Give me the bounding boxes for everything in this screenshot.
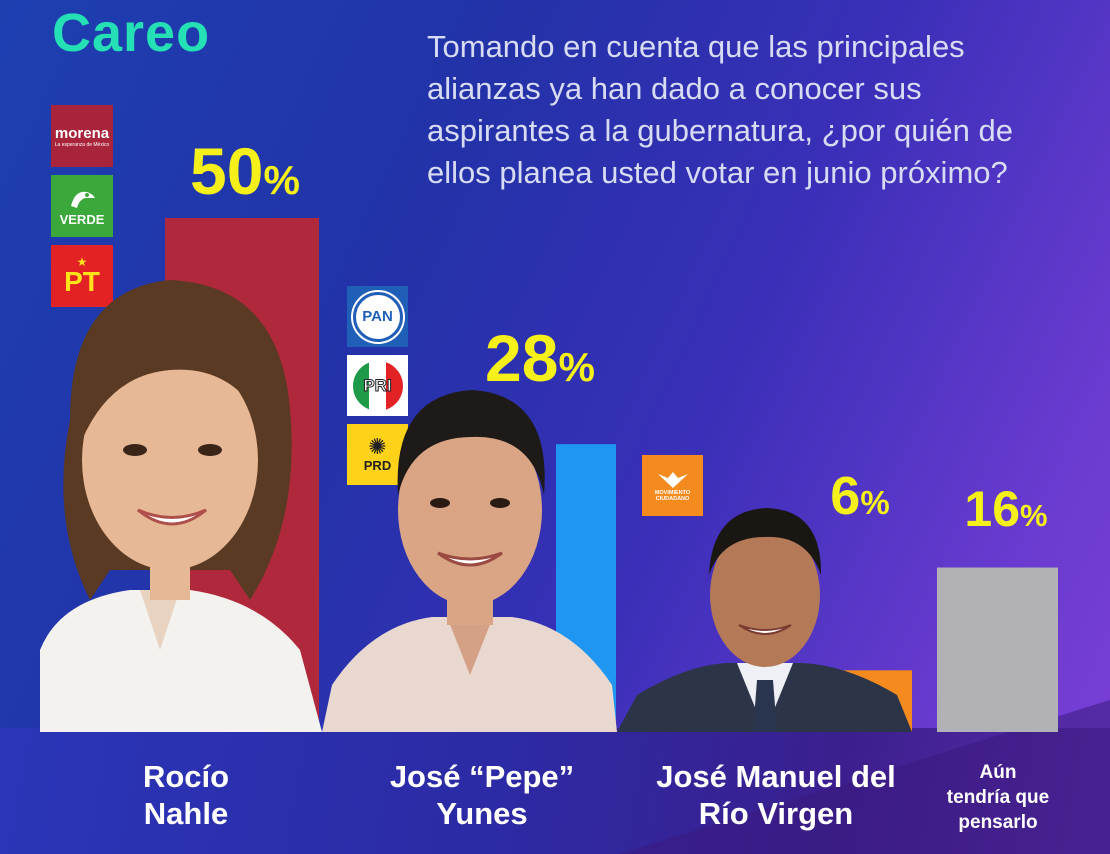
survey-question: Tomando en cuenta que las principales al… <box>427 29 1013 190</box>
value-label-rocio-nahle: 50% <box>190 134 300 208</box>
prd-logo-text: PRD <box>363 458 392 473</box>
pt-logo-text: PT <box>64 266 100 297</box>
candidate-name-line: Yunes <box>436 796 528 831</box>
candidate-name-line: José Manuel del <box>656 759 896 794</box>
morena-logo-text: morena <box>54 124 110 142</box>
star-icon: ★ <box>76 255 88 269</box>
eagle-icon <box>657 471 688 488</box>
toucan-icon <box>71 191 95 208</box>
pt-logo: ★ PT <box>51 245 113 307</box>
photo-rocio-nahle <box>40 280 322 732</box>
undecided-label: Aún tendría que pensarlo <box>930 760 1066 835</box>
candidate-name-line: Nahle <box>143 796 229 831</box>
mc-logo-text: MOVIMIENTO CIUDADANO <box>654 489 691 502</box>
value-label-undecided: 16% <box>964 481 1047 537</box>
verde-logo: VERDE <box>51 175 113 237</box>
value-label-pepe-yunes: 28% <box>485 321 595 395</box>
candidate-name-yunes: José “Pepe” Yunes <box>352 758 612 832</box>
value-label-del-rio-virgen: 6% <box>830 466 889 526</box>
prd-logo: ✺ PRD <box>347 424 408 485</box>
candidate-name-nahle: Rocío Nahle <box>60 758 312 832</box>
bar-undecided <box>937 567 1058 732</box>
pan-logo-text: PAN <box>362 308 393 325</box>
photo-jose-manuel-del-rio-virgen <box>617 508 912 732</box>
undecided-label-line: pensarlo <box>958 812 1038 833</box>
pri-logo-text: PRI <box>363 375 392 395</box>
candidate-name-line: José “Pepe” <box>389 759 575 794</box>
candidate-name-del-rio: José Manuel del Río Virgen <box>630 758 922 832</box>
verde-logo-text: VERDE <box>59 211 105 227</box>
movimiento-ciudadano-logo: MOVIMIENTO CIUDADANO <box>642 455 703 516</box>
undecided-label-line: tendría que <box>946 787 1050 808</box>
pan-logo: PAN <box>347 286 408 347</box>
undecided-label-line: Aún <box>979 762 1017 783</box>
morena-logo: morena La esperanza de México <box>51 105 113 167</box>
photo-pepe-yunes <box>322 390 617 732</box>
pri-logo: PRI <box>347 355 408 416</box>
page-title: Careo <box>52 3 211 63</box>
sun-icon: ✺ <box>368 434 387 459</box>
candidate-name-line: Rocío <box>142 759 230 794</box>
candidate-name-line: Río Virgen <box>698 796 854 831</box>
morena-logo-tagline: La esperanza de México <box>54 141 110 148</box>
